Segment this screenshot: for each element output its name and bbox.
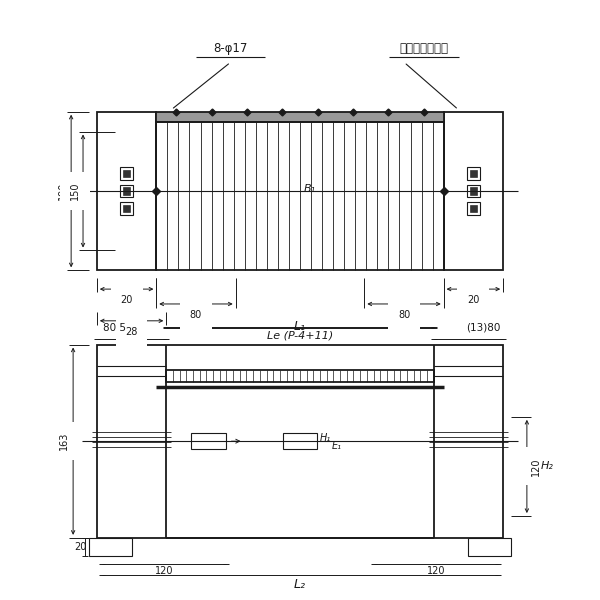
Bar	[469, 538, 511, 556]
Bar	[443, 112, 503, 270]
Text: 80: 80	[398, 310, 410, 320]
Bar	[120, 185, 133, 197]
Bar	[166, 370, 434, 382]
Text: バックストッパ: バックストッパ	[400, 42, 448, 55]
Text: 150: 150	[70, 182, 80, 200]
Bar	[470, 170, 477, 177]
Bar	[470, 205, 477, 212]
Bar	[467, 202, 480, 215]
Text: 163: 163	[59, 432, 69, 451]
Bar	[123, 205, 130, 212]
Bar	[120, 167, 133, 179]
Bar	[89, 538, 131, 556]
Text: 190: 190	[58, 182, 68, 200]
Bar	[191, 433, 226, 449]
Text: (13)80: (13)80	[466, 323, 500, 332]
Bar	[123, 187, 130, 194]
Bar	[467, 167, 480, 179]
Text: 20: 20	[121, 295, 133, 305]
Text: H₂: H₂	[541, 461, 554, 472]
Bar	[470, 187, 477, 194]
Text: 120: 120	[531, 457, 541, 476]
Bar	[157, 122, 443, 270]
Text: 80 5: 80 5	[103, 323, 126, 332]
Bar	[97, 112, 157, 270]
Text: 20: 20	[74, 542, 87, 551]
Text: 120: 120	[427, 566, 445, 575]
Text: E₁: E₁	[332, 441, 342, 451]
Text: B₁: B₁	[304, 184, 316, 194]
Bar	[467, 185, 480, 197]
Text: 28: 28	[125, 327, 138, 337]
Bar	[123, 170, 130, 177]
Text: H₁: H₁	[319, 433, 331, 443]
Text: L₂: L₂	[294, 578, 306, 592]
Bar	[157, 112, 443, 122]
Text: L₁: L₁	[294, 320, 306, 332]
Text: 8-φ17: 8-φ17	[214, 42, 248, 55]
Text: 20: 20	[467, 295, 479, 305]
Text: Le (P-4+11): Le (P-4+11)	[267, 331, 333, 341]
Bar	[120, 202, 133, 215]
Bar	[97, 344, 503, 538]
Bar	[283, 433, 317, 449]
Text: 120: 120	[155, 566, 173, 575]
Text: 80: 80	[190, 310, 202, 320]
